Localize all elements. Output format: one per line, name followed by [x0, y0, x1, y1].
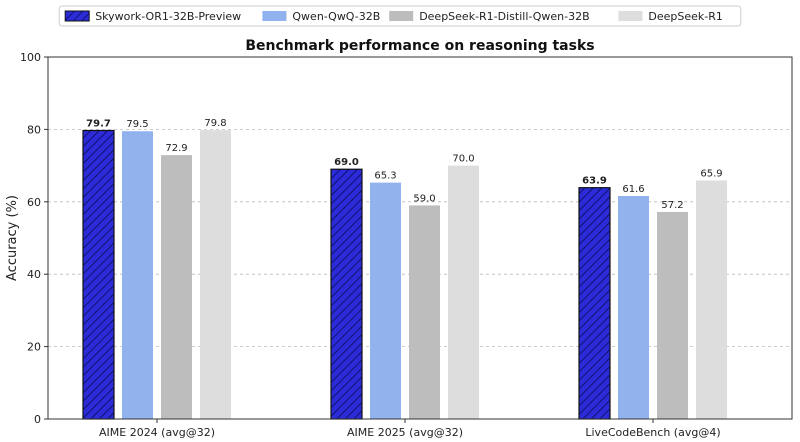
bar-skywork-or1-32b-preview-0: [82, 129, 115, 420]
bar-qwen-qwq-32b-0: [122, 131, 153, 419]
data-label: 63.9: [582, 176, 607, 187]
bar-deepseek-r1-2: [696, 180, 727, 419]
y-tick-label: 40: [27, 268, 41, 281]
y-tick-label: 80: [27, 123, 41, 136]
data-label: 65.9: [700, 168, 722, 179]
y-tick-label: 20: [27, 341, 41, 354]
x-tick-label: AIME 2025 (avg@32): [347, 426, 463, 439]
legend-swatch: [618, 11, 643, 21]
x-axis: AIME 2024 (avg@32) AIME 2025 (avg@32) Live…: [99, 419, 721, 439]
bar-deepseek-r1-0: [200, 130, 231, 419]
legend-label: DeepSeek-R1: [648, 10, 723, 23]
data-label: 72.9: [165, 143, 187, 154]
bar-skywork-or1-32b-preview-2: [578, 187, 611, 420]
bar-qwen-qwq-32b-2: [618, 196, 649, 419]
bar-qwen-qwq-32b-1: [370, 182, 401, 419]
value-labels: 79.7 79.5 72.9 79.8 69.0 65.3 59.0 70.0 63.9 61.6…: [86, 118, 722, 211]
data-label: 57.2: [661, 200, 683, 211]
legend-label: Skywork-OR1-32B-Preview: [95, 10, 241, 23]
chart-title: Benchmark performance on reasoning tasks: [245, 38, 594, 54]
data-label: 79.7: [86, 118, 111, 129]
data-label: 61.6: [622, 184, 644, 195]
legend-swatch: [64, 10, 90, 22]
bar-skywork-or1-32b-preview-1: [330, 168, 363, 420]
bar-deepseek-r1-distill-qwen-32b-2: [657, 211, 688, 419]
legend-swatch: [389, 11, 414, 21]
bar-deepseek-r1-1: [448, 165, 479, 419]
legend-label: Qwen-QwQ-32B: [292, 10, 380, 23]
data-label: 79.8: [204, 118, 226, 129]
x-tick-label: AIME 2024 (avg@32): [99, 426, 215, 439]
x-tick-label: LiveCodeBench (avg@4): [585, 426, 720, 439]
legend: Skywork-OR1-32B-Preview Qwen-QwQ-32B DeepS…: [58, 5, 742, 27]
bar-deepseek-r1-distill-qwen-32b-1: [409, 205, 440, 419]
y-axis: 0 20 40 60 80 100: [20, 51, 48, 426]
data-label: 70.0: [452, 154, 474, 165]
y-tick-label: 0: [34, 413, 41, 426]
data-label: 65.3: [374, 171, 396, 182]
legend-label: DeepSeek-R1-Distill-Qwen-32B: [419, 10, 589, 23]
plot-frame: [47, 56, 793, 420]
bars: [82, 129, 727, 420]
data-label: 69.0: [334, 157, 359, 168]
y-tick-label: 100: [20, 51, 41, 64]
y-axis-label: Accuracy (%): [5, 195, 20, 281]
data-label: 59.0: [413, 193, 435, 204]
y-tick-label: 60: [27, 196, 41, 209]
bar-deepseek-r1-distill-qwen-32b-0: [161, 155, 192, 420]
legend-swatch: [262, 11, 287, 21]
data-label: 79.5: [126, 119, 148, 130]
